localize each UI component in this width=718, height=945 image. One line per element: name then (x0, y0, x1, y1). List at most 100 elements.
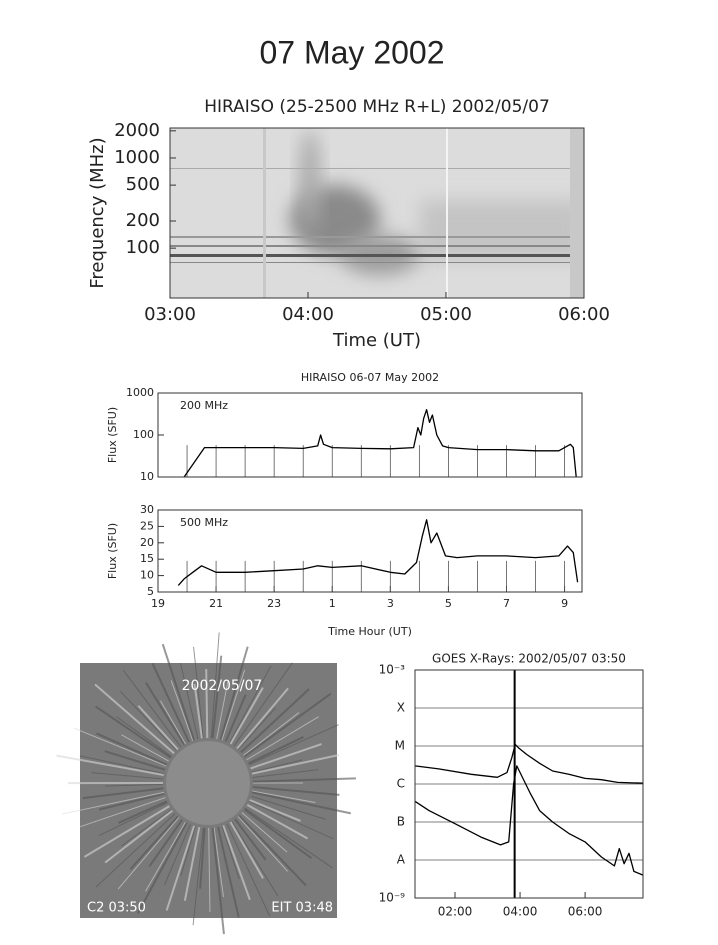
streak (210, 632, 220, 739)
x-tick-label: 19 (151, 597, 165, 610)
chart: HIRAISO 06-07 May 2002 Flux (SFU) 10 100 100… (106, 371, 583, 483)
streak (105, 783, 164, 787)
y-tick-label: 100 (133, 428, 154, 441)
streak (217, 826, 240, 918)
streak (121, 809, 172, 847)
streak (243, 712, 300, 756)
streak (237, 707, 276, 750)
y-tick-label: B (397, 815, 405, 829)
streak (192, 827, 204, 926)
streak (244, 807, 334, 869)
streak (98, 802, 168, 836)
y-tick-label: M (395, 739, 405, 753)
plot-frame (157, 509, 583, 593)
streak (248, 800, 334, 840)
streak (80, 797, 166, 828)
streak (104, 750, 166, 771)
streak (165, 825, 196, 911)
streak (148, 819, 183, 868)
streak (250, 795, 326, 820)
x-tick-label: 06:00 (558, 304, 610, 325)
image-date: 2002/05/07 (182, 678, 263, 694)
streak (161, 643, 196, 741)
streak (160, 700, 186, 745)
streak (234, 818, 267, 861)
plot-frame (414, 669, 644, 899)
streak (82, 787, 164, 800)
streak (73, 727, 167, 767)
x-tick-label: 1 (329, 597, 336, 610)
streak (248, 724, 339, 766)
y-tick-label: 2000 (114, 120, 160, 141)
streak (121, 734, 169, 762)
streak (216, 679, 229, 739)
x-tick-label: 9 (561, 597, 568, 610)
series-line (414, 765, 644, 876)
streak (205, 668, 209, 739)
y-tick-label: 10 (140, 569, 154, 582)
streak (246, 716, 319, 761)
streak (211, 655, 223, 739)
streak (163, 824, 191, 886)
streak (222, 825, 251, 901)
x-tick-label: 7 (503, 597, 510, 610)
streak (79, 755, 165, 775)
streak (241, 812, 288, 853)
y-tick-label: 15 (140, 552, 154, 565)
x-tick-label: 5 (445, 597, 452, 610)
streak (116, 716, 172, 757)
streak (248, 736, 304, 765)
streak (208, 827, 211, 912)
streak (145, 821, 186, 892)
x-tick-label: 06:00 (568, 905, 603, 919)
plot-frame (157, 392, 583, 478)
streak (246, 804, 309, 840)
streak (83, 805, 170, 858)
streak (219, 646, 249, 741)
streak (243, 808, 313, 860)
streak (251, 791, 352, 815)
streak (252, 790, 316, 803)
streak (231, 821, 279, 897)
x-tick-label: 02:00 (438, 905, 473, 919)
streak (56, 754, 164, 776)
streak (95, 705, 172, 759)
x-tick-label: 04:00 (282, 304, 334, 325)
y-axis-label: Flux (SFU) (106, 523, 119, 579)
streak (221, 825, 240, 880)
chart-title: GOES X-Rays: 2002/05/07 03:50 (432, 652, 626, 666)
y-axis-label: Frequency (MHz) (87, 137, 108, 288)
chart-title: HIRAISO (25-2500 MHz R+L) 2002/05/07 (204, 97, 550, 117)
y-tick-label: 500 (126, 174, 160, 195)
streak (183, 826, 201, 901)
x-tick-label: 23 (267, 597, 281, 610)
streak (233, 662, 293, 747)
y-tick-label: 1000 (114, 147, 160, 168)
streak (228, 665, 272, 744)
streak (251, 754, 340, 775)
streak (251, 759, 303, 773)
streak (91, 772, 164, 780)
streak (137, 705, 179, 751)
streak (240, 688, 310, 754)
streak (249, 799, 301, 822)
x-axis-label: Time (UT) (332, 330, 421, 351)
annotation: 200 MHz (180, 399, 228, 412)
streak (229, 821, 264, 879)
y-tick-label: 1000 (126, 386, 154, 399)
y-tick-label: 10 (140, 470, 154, 483)
streak (193, 683, 203, 739)
streak (95, 813, 176, 888)
streak (221, 669, 246, 741)
streak (252, 786, 340, 796)
image-caption: C2 03:50 (87, 901, 146, 916)
streak (104, 809, 174, 864)
streak (122, 669, 182, 748)
streak (180, 826, 196, 877)
y-tick-label: 25 (140, 519, 154, 532)
x-tick-label: 03:00 (144, 304, 196, 325)
streak (211, 827, 225, 935)
streak (145, 682, 186, 746)
